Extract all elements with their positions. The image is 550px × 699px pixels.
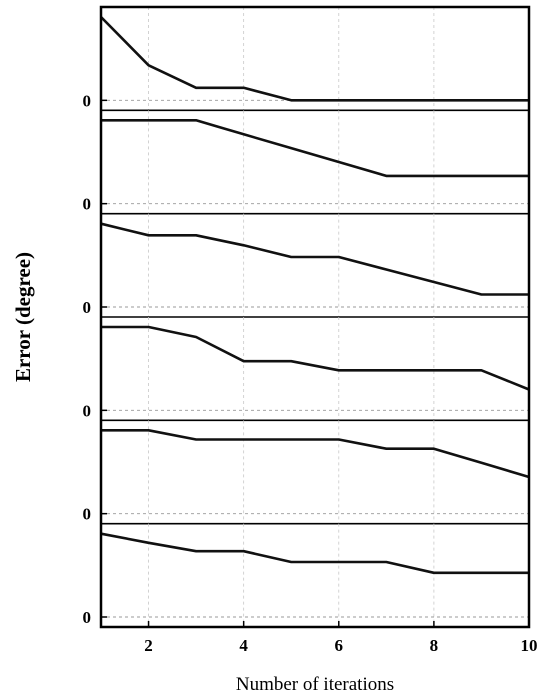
panels-group: 0 0 0 0 0 0 (83, 7, 530, 627)
panel-5: 0 (83, 420, 530, 525)
panel-1: 0 (83, 7, 529, 112)
panel-4: 0 (83, 317, 530, 422)
panel-3: 0 (83, 213, 529, 318)
y-tick-label-zero: 0 (83, 401, 92, 420)
series-line-panel-4 (101, 325, 530, 391)
panel-2: 0 (83, 110, 529, 215)
series-line-panel-6 (100, 532, 529, 575)
y-tick-label-zero: 0 (83, 195, 92, 214)
x-axis-ticks: 2 4 6 8 10 (144, 621, 538, 655)
y-axis-title: Error (degree) (11, 252, 35, 382)
series-line-panel-2 (101, 119, 529, 178)
panel-6: 0 (83, 523, 529, 627)
x-tick-label: 4 (239, 636, 248, 655)
y-tick-label-zero: 0 (83, 298, 92, 317)
x-tick-label: 2 (144, 636, 153, 655)
x-tick-label: 10 (521, 636, 538, 655)
series-line-panel-1 (100, 16, 529, 102)
x-tick-label: 8 (430, 636, 439, 655)
series-line-panel-5 (101, 428, 530, 479)
x-axis-title: Number of iterations (236, 674, 394, 695)
plot-frame (99, 5, 531, 629)
y-tick-label-zero: 0 (83, 608, 92, 627)
series-line-panel-3 (100, 222, 529, 296)
x-tick-label: 6 (335, 636, 344, 655)
y-tick-label-zero: 0 (83, 505, 92, 524)
y-tick-label-zero: 0 (83, 91, 92, 110)
